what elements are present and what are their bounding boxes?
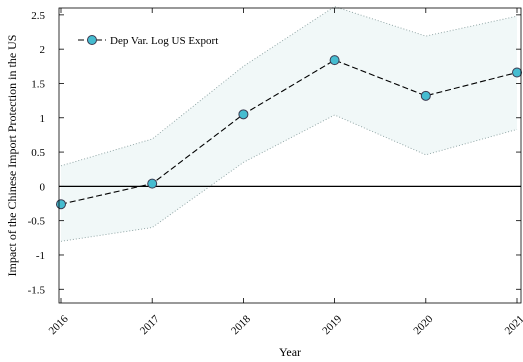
confidence-band-fill — [61, 6, 517, 242]
y-axis-label: Impact of the Chinese Import Protection … — [5, 35, 19, 277]
y-tick-label: 0.5 — [31, 147, 45, 159]
plot-frame — [58, 7, 522, 304]
y-tick-label: -1.5 — [28, 284, 46, 296]
y-tick-label: 1.5 — [31, 78, 45, 90]
axes-layer — [58, 7, 522, 304]
confidence-band-upper — [60, 6, 518, 167]
data-point-2017 — [147, 178, 158, 189]
data-point-2020 — [420, 90, 431, 101]
confidence-band-layer — [60, 6, 518, 242]
y-tick-label: -1 — [36, 250, 45, 262]
data-point-2021 — [512, 67, 522, 78]
legend-label: Dep Var. Log US Export — [110, 35, 218, 47]
series-line — [60, 59, 518, 205]
data-point-2019 — [329, 55, 340, 66]
data-point-2018 — [238, 109, 249, 120]
x-axis-label: Year — [279, 345, 301, 359]
y-tick-label: 1 — [40, 113, 46, 125]
confidence-band-lower — [60, 114, 518, 242]
y-tick-label: 2 — [40, 44, 46, 56]
legend: Dep Var. Log US Export — [78, 35, 218, 47]
y-tick-label: 2.5 — [31, 10, 45, 22]
y-tick-label: -0.5 — [28, 216, 46, 228]
series-line-layer — [60, 59, 518, 205]
data-point-2016 — [56, 199, 66, 210]
legend-marker — [87, 35, 97, 45]
y-tick-label: 0 — [40, 181, 46, 193]
series-marker-layer — [56, 55, 522, 210]
